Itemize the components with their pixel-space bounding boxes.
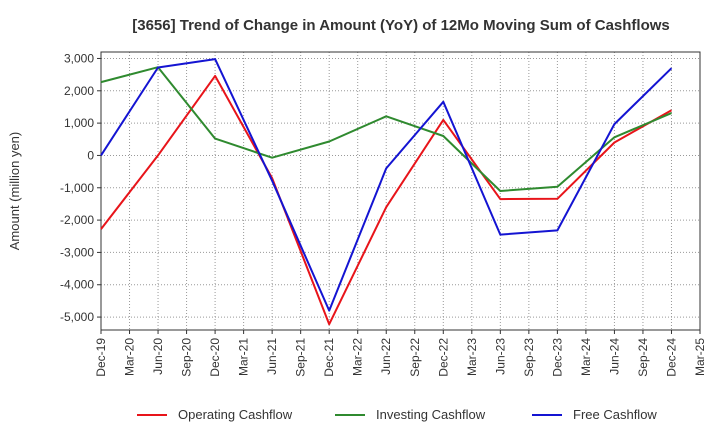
legend-label-free-cashflow: Free Cashflow: [573, 407, 657, 422]
x-tick-label: Dec-22: [436, 338, 450, 377]
series-line-operating-cashflow: [100, 74, 672, 326]
x-tick-label: Dec-24: [664, 338, 678, 377]
x-tick-label: Mar-22: [351, 338, 365, 376]
series-line-investing-cashflow: [100, 66, 672, 192]
x-tick-label: Sep-21: [294, 338, 308, 377]
y-tick-label: -1,000: [60, 181, 94, 195]
y-tick-label: -2,000: [60, 213, 94, 227]
x-tick-label: Jun-23: [493, 338, 507, 375]
legend-label-operating-cashflow: Operating Cashflow: [178, 407, 293, 422]
legend-label-investing-cashflow: Investing Cashflow: [376, 407, 486, 422]
x-tick-label: Dec-19: [94, 338, 108, 377]
x-tick-label: Mar-25: [693, 338, 707, 376]
x-tick-label: Jun-24: [607, 338, 621, 375]
grid: [101, 52, 700, 330]
x-tick-label: Sep-22: [408, 338, 422, 377]
legend: Operating Cashflow Investing Cashflow Free…: [137, 407, 657, 422]
y-tick-label: 0: [87, 148, 94, 162]
x-tick-label: Dec-20: [208, 338, 222, 377]
y-axis-ticks: 3,000 2,000 1,000 0 -1,000 -2,000 -3,000 -4,000…: [60, 51, 101, 324]
x-tick-label: Mar-21: [237, 338, 251, 376]
y-axis-label: Amount (million yen): [7, 132, 22, 251]
y-tick-label: 2,000: [64, 84, 94, 98]
x-tick-label: Jun-21: [265, 338, 279, 375]
y-tick-label: 1,000: [64, 116, 94, 130]
x-tick-label: Sep-23: [522, 338, 536, 377]
x-tick-label: Jun-20: [151, 338, 165, 375]
y-tick-label: -4,000: [60, 278, 94, 292]
x-tick-label: Jun-22: [379, 338, 393, 375]
x-tick-label: Dec-23: [550, 338, 564, 377]
plot-frame: [100, 51, 701, 331]
y-tick-label: -3,000: [60, 245, 94, 259]
x-tick-label: Mar-23: [465, 338, 479, 376]
series-line-free-cashflow: [100, 58, 673, 312]
x-tick-label: Mar-24: [579, 338, 593, 376]
x-tick-label: Mar-20: [123, 338, 137, 376]
x-tick-label: Dec-21: [322, 338, 336, 377]
x-tick-label: Sep-24: [636, 338, 650, 377]
x-tick-label: Sep-20: [180, 338, 194, 377]
y-tick-label: 3,000: [64, 51, 94, 65]
series-lines: [100, 58, 673, 326]
x-axis-ticks: Dec-19 Mar-20 Jun-20 Sep-20 Dec-20 Mar-21 Jun-…: [94, 330, 707, 377]
y-tick-label: -5,000: [60, 310, 94, 324]
chart-title: [3656] Trend of Change in Amount (YoY) o…: [132, 17, 670, 34]
